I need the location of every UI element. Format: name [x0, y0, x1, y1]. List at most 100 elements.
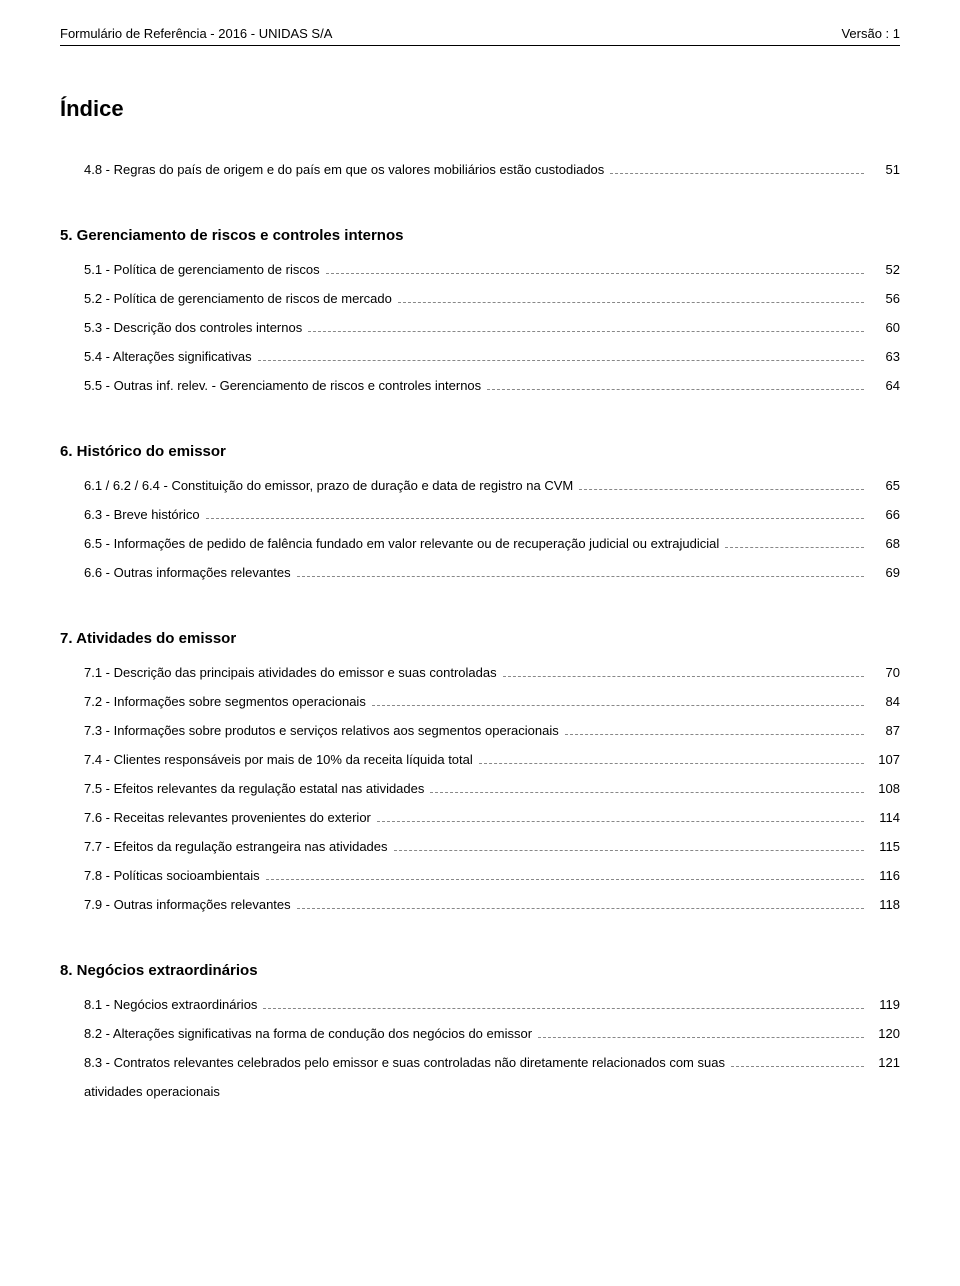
- toc-dots: [258, 360, 864, 361]
- toc-page-number: 107: [870, 752, 900, 767]
- section-heading: 5. Gerenciamento de riscos e controles i…: [60, 227, 900, 244]
- toc-page-number: 115: [870, 839, 900, 854]
- toc-page-number: 66: [870, 507, 900, 522]
- toc-row: 7.5 - Efeitos relevantes da regulação es…: [60, 781, 900, 796]
- toc-page-number: 64: [870, 378, 900, 393]
- toc-row: 6.1 / 6.2 / 6.4 - Constituição do emisso…: [60, 478, 900, 493]
- toc-label: 6.5 - Informações de pedido de falência …: [84, 536, 719, 551]
- toc-page-number: 108: [870, 781, 900, 796]
- toc-row: 8.3 - Contratos relevantes celebrados pe…: [60, 1055, 900, 1070]
- toc-dots: [430, 792, 864, 793]
- toc-row: 8.2 - Alterações significativas na forma…: [60, 1026, 900, 1041]
- toc-dots: [731, 1066, 864, 1067]
- toc-page-number: 87: [870, 723, 900, 738]
- toc-dots: [487, 389, 864, 390]
- toc-row: 7.2 - Informações sobre segmentos operac…: [60, 694, 900, 709]
- toc-label: 5.5 - Outras inf. relev. - Gerenciamento…: [84, 378, 481, 393]
- toc-row: 6.5 - Informações de pedido de falência …: [60, 536, 900, 551]
- toc-row: 5.5 - Outras inf. relev. - Gerenciamento…: [60, 378, 900, 393]
- toc-page-number: 118: [870, 897, 900, 912]
- toc-dots: [297, 576, 864, 577]
- toc-label: 5.2 - Política de gerenciamento de risco…: [84, 291, 392, 306]
- toc-row: 8.1 - Negócios extraordinários 119: [60, 997, 900, 1012]
- toc-dots: [263, 1008, 864, 1009]
- toc-section: 6. Histórico do emissor 6.1 / 6.2 / 6.4 -…: [60, 443, 900, 580]
- toc-dots: [372, 705, 864, 706]
- toc-dots: [479, 763, 864, 764]
- toc-dots: [206, 518, 864, 519]
- toc-label: 6.6 - Outras informações relevantes: [84, 565, 291, 580]
- toc-dots: [565, 734, 864, 735]
- toc-label: 7.4 - Clientes responsáveis por mais de …: [84, 752, 473, 767]
- toc-page-number: 65: [870, 478, 900, 493]
- toc-dots: [297, 908, 864, 909]
- toc-label: 7.2 - Informações sobre segmentos operac…: [84, 694, 366, 709]
- toc-dots: [308, 331, 864, 332]
- index-title: Índice: [60, 96, 900, 122]
- header-right-text: Versão : 1: [841, 26, 900, 41]
- toc-page-number: 121: [870, 1055, 900, 1070]
- toc-dots: [538, 1037, 864, 1038]
- toc-row: 6.6 - Outras informações relevantes 69: [60, 565, 900, 580]
- toc-section: 7. Atividades do emissor 7.1 - Descrição …: [60, 630, 900, 912]
- document-page: Formulário de Referência - 2016 - UNIDAS…: [0, 0, 960, 1189]
- toc-page-number: 84: [870, 694, 900, 709]
- toc-page-number: 119: [870, 997, 900, 1012]
- toc-dots: [326, 273, 864, 274]
- toc-label: 7.1 - Descrição das principais atividade…: [84, 665, 497, 680]
- header-left-text: Formulário de Referência - 2016 - UNIDAS…: [60, 26, 332, 41]
- toc-page-number: 60: [870, 320, 900, 335]
- toc-row: 7.7 - Efeitos da regulação estrangeira n…: [60, 839, 900, 854]
- toc-dots: [725, 547, 864, 548]
- toc-row: 5.3 - Descrição dos controles internos 60: [60, 320, 900, 335]
- toc-page-number: 114: [870, 810, 900, 825]
- toc-dots: [610, 173, 864, 174]
- toc-label: 4.8 - Regras do país de origem e do país…: [84, 162, 604, 177]
- toc-page-number: 52: [870, 262, 900, 277]
- toc-label: 8.1 - Negócios extraordinários: [84, 997, 257, 1012]
- toc-dots: [394, 850, 864, 851]
- toc-label: 7.6 - Receitas relevantes provenientes d…: [84, 810, 371, 825]
- toc-label: 8.2 - Alterações significativas na forma…: [84, 1026, 532, 1041]
- toc-section: 5. Gerenciamento de riscos e controles i…: [60, 227, 900, 393]
- toc-label: 7.3 - Informações sobre produtos e servi…: [84, 723, 559, 738]
- section-heading: 8. Negócios extraordinários: [60, 962, 900, 979]
- toc-section: 8. Negócios extraordinários 8.1 - Negócio…: [60, 962, 900, 1099]
- toc-row: 5.1 - Política de gerenciamento de risco…: [60, 262, 900, 277]
- toc-label: 5.1 - Política de gerenciamento de risco…: [84, 262, 320, 277]
- toc-dots: [503, 676, 864, 677]
- toc-row: 7.9 - Outras informações relevantes 118: [60, 897, 900, 912]
- toc-label: 7.7 - Efeitos da regulação estrangeira n…: [84, 839, 388, 854]
- toc-section: 4.8 - Regras do país de origem e do país…: [60, 162, 900, 177]
- toc-dots: [377, 821, 864, 822]
- toc-page-number: 68: [870, 536, 900, 551]
- toc-label: 7.8 - Políticas socioambientais: [84, 868, 260, 883]
- toc-label: 8.3 - Contratos relevantes celebrados pe…: [84, 1055, 725, 1070]
- toc-row: 5.2 - Política de gerenciamento de risco…: [60, 291, 900, 306]
- toc-page-number: 116: [870, 868, 900, 883]
- toc-row: 7.3 - Informações sobre produtos e servi…: [60, 723, 900, 738]
- toc-row: 7.8 - Políticas socioambientais 116: [60, 868, 900, 883]
- toc-label: 5.3 - Descrição dos controles internos: [84, 320, 302, 335]
- toc-page-number: 120: [870, 1026, 900, 1041]
- toc-label-continuation: atividades operacionais: [60, 1084, 900, 1099]
- page-header: Formulário de Referência - 2016 - UNIDAS…: [60, 20, 900, 46]
- toc-page-number: 69: [870, 565, 900, 580]
- section-heading: 6. Histórico do emissor: [60, 443, 900, 460]
- toc-label: 5.4 - Alterações significativas: [84, 349, 252, 364]
- toc-container: 4.8 - Regras do país de origem e do país…: [60, 162, 900, 1099]
- toc-row: 4.8 - Regras do país de origem e do país…: [60, 162, 900, 177]
- toc-row: 7.4 - Clientes responsáveis por mais de …: [60, 752, 900, 767]
- toc-page-number: 70: [870, 665, 900, 680]
- toc-label: 7.5 - Efeitos relevantes da regulação es…: [84, 781, 424, 796]
- toc-label: 6.3 - Breve histórico: [84, 507, 200, 522]
- toc-row: 6.3 - Breve histórico 66: [60, 507, 900, 522]
- toc-dots: [398, 302, 864, 303]
- toc-dots: [266, 879, 864, 880]
- section-heading: 7. Atividades do emissor: [60, 630, 900, 647]
- toc-page-number: 63: [870, 349, 900, 364]
- toc-label: 6.1 / 6.2 / 6.4 - Constituição do emisso…: [84, 478, 573, 493]
- toc-row: 5.4 - Alterações significativas 63: [60, 349, 900, 364]
- toc-label: 7.9 - Outras informações relevantes: [84, 897, 291, 912]
- toc-page-number: 51: [870, 162, 900, 177]
